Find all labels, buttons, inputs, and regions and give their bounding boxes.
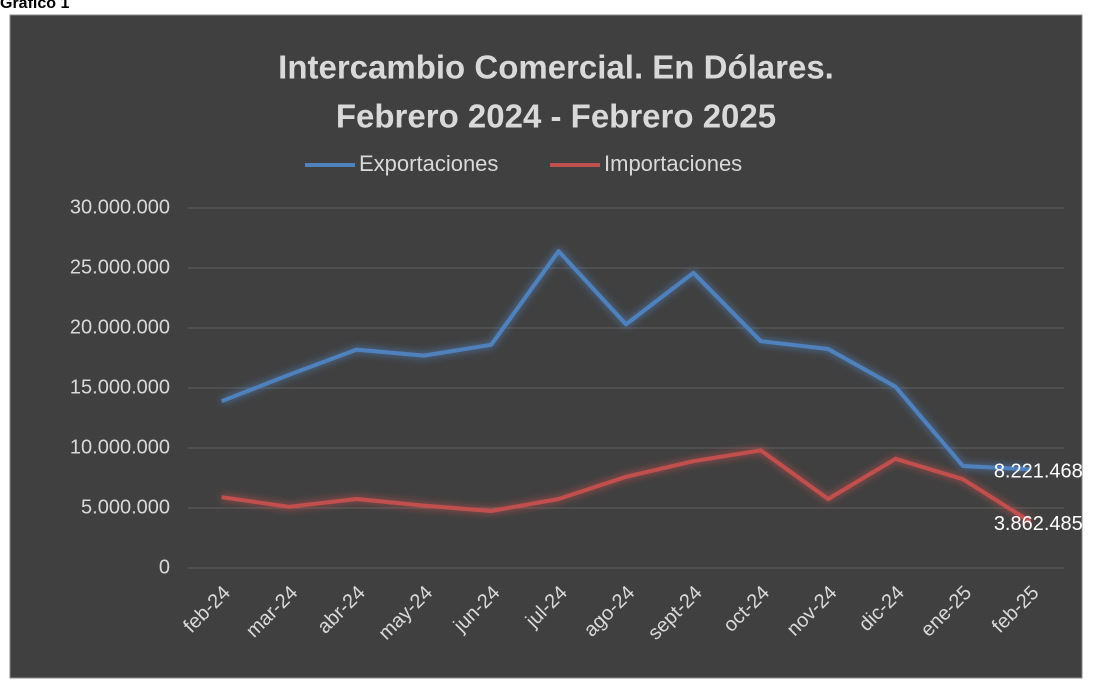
- caption: Gráfico 1: [0, 0, 69, 12]
- series-line: [220, 249, 1031, 472]
- y-tick-label: 15.000.000: [70, 376, 170, 398]
- y-tick-label: 10.000.000: [70, 436, 170, 458]
- series-line: [221, 448, 1032, 524]
- data-label: 8.221.468: [994, 461, 1083, 483]
- y-tick-label: 20.000.000: [70, 316, 170, 338]
- y-tick-label: 0: [159, 556, 170, 578]
- chart-title: Intercambio Comercial. En Dólares.: [278, 49, 834, 86]
- legend-label: Importaciones: [604, 151, 742, 176]
- data-label: 3.862.485: [994, 513, 1083, 535]
- y-tick-label: 25.000.000: [70, 256, 170, 278]
- y-tick-label: 5.000.000: [81, 496, 170, 518]
- chart-title: Febrero 2024 - Febrero 2025: [336, 98, 776, 135]
- y-tick-label: 30.000.000: [70, 196, 170, 218]
- legend-label: Exportaciones: [359, 151, 498, 176]
